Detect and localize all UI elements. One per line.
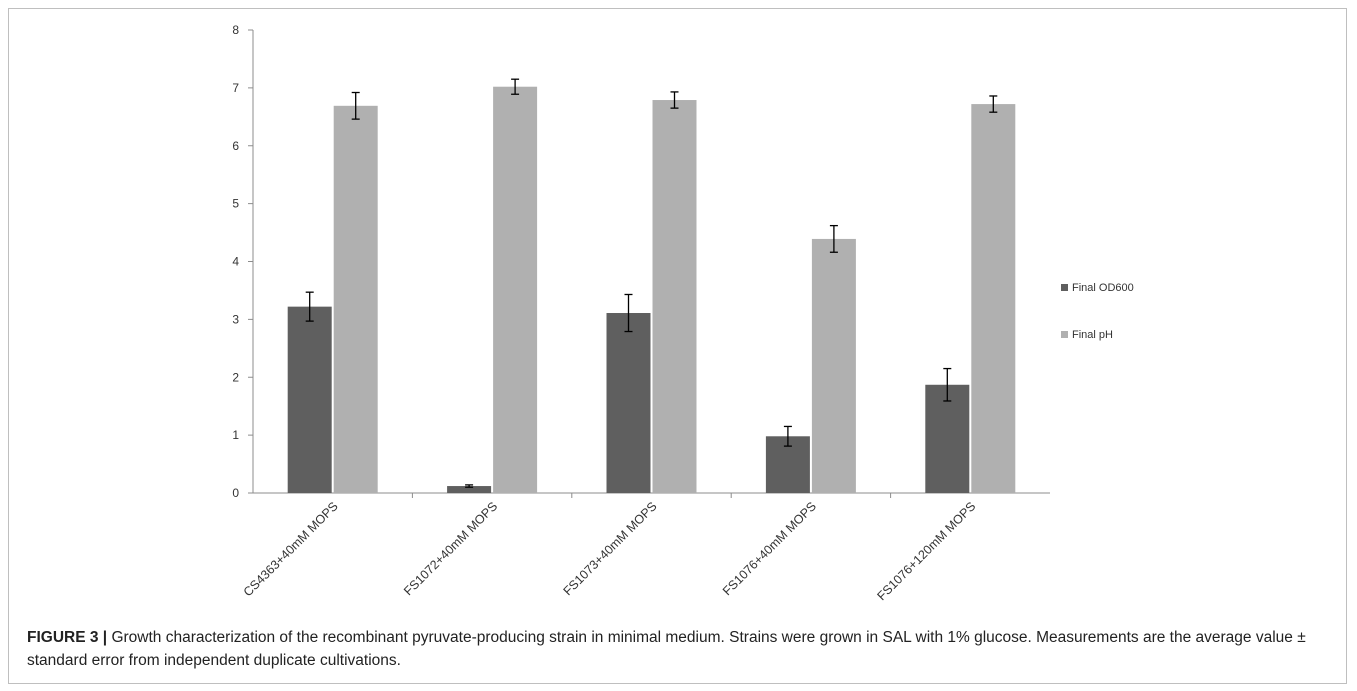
x-category-label: CS4363+40mM MOPS <box>241 499 341 599</box>
bar <box>287 306 332 493</box>
bar <box>493 86 538 493</box>
y-tick-label: 3 <box>232 312 239 326</box>
figure-caption: FIGURE 3 | Growth characterization of th… <box>27 626 1337 672</box>
legend-label: Final pH <box>1072 329 1113 341</box>
bar <box>447 486 492 493</box>
bar-chart: 0 1 2 3 4 5 6 7 8 CS4363+40mM MOPS FS1072+40mM MOP… <box>232 23 1134 603</box>
x-category-label: FS1076+40mM MOPS <box>720 499 819 598</box>
y-tick-label: 2 <box>232 370 239 384</box>
y-tick-label: 0 <box>232 486 239 500</box>
bar <box>925 384 970 493</box>
y-tick-label: 6 <box>232 139 239 153</box>
x-category-label: FS1073+40mM MOPS <box>561 499 660 598</box>
bar <box>971 104 1016 493</box>
x-category-label: FS1076+120mM MOPS <box>874 499 978 603</box>
bar <box>652 100 697 493</box>
bar <box>606 313 651 493</box>
y-tick-label: 7 <box>232 81 239 95</box>
legend-swatch <box>1061 331 1068 338</box>
y-tick-label: 4 <box>232 255 239 269</box>
legend-label: Final OD600 <box>1072 282 1134 294</box>
legend-swatch <box>1061 284 1068 291</box>
figure-caption-text: Growth characterization of the recombina… <box>27 629 1306 669</box>
y-tick-label: 5 <box>232 197 239 211</box>
chart-legend: Final OD600 Final pH <box>1061 282 1134 341</box>
y-tick-label: 8 <box>232 23 239 37</box>
bar <box>811 238 856 493</box>
figure-label: FIGURE 3 | <box>27 629 108 646</box>
y-tick-label: 1 <box>232 428 239 442</box>
chart-bars <box>287 78 1016 493</box>
bar <box>333 105 378 493</box>
figure-frame: 0 1 2 3 4 5 6 7 8 CS4363+40mM MOPS FS1072+40mM MOP… <box>8 8 1347 684</box>
x-category-label: FS1072+40mM MOPS <box>401 499 500 598</box>
